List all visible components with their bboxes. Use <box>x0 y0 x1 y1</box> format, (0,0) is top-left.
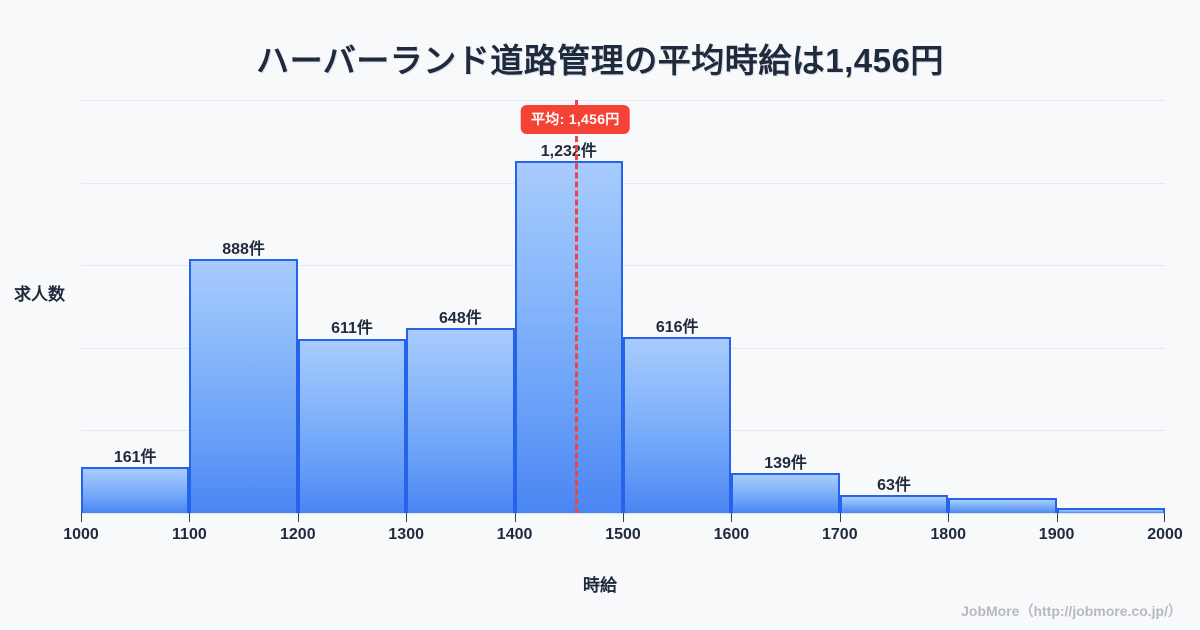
x-axis-tick-label: 2000 <box>1147 526 1183 543</box>
bar[interactable] <box>81 467 190 513</box>
x-axis-label: 時給 <box>583 576 617 595</box>
bar-value-label: 63件 <box>877 477 911 494</box>
x-axis-tick <box>1056 513 1058 522</box>
bar[interactable] <box>297 338 407 513</box>
x-axis-tick-label: 1700 <box>822 526 858 543</box>
bar[interactable] <box>406 327 515 513</box>
x-axis-tick <box>731 513 733 522</box>
x-axis-tick <box>81 513 82 522</box>
x-axis-tick-label: 1200 <box>280 526 316 543</box>
watermark: JobMore（http://jobmore.co.jp/） <box>961 603 1182 619</box>
x-axis-tick <box>514 513 516 522</box>
bar[interactable] <box>839 495 949 513</box>
bar[interactable] <box>731 473 840 513</box>
x-axis-tick-label: 1400 <box>496 526 533 543</box>
bar-value-label: 616件 <box>655 319 699 337</box>
x-axis-tick <box>839 513 841 522</box>
bar-value-label: 648件 <box>439 309 482 327</box>
x-axis-tick-label: 1300 <box>388 526 424 543</box>
average-badge: 平均: 1,456円 <box>521 105 630 134</box>
bar-value-label: 161件 <box>113 449 157 467</box>
x-axis-tick-label: 1100 <box>172 526 207 543</box>
x-axis-tick-label: 1800 <box>930 526 966 543</box>
x-axis-tick-label: 1500 <box>605 526 641 543</box>
bar-value-label: 611件 <box>331 320 373 338</box>
gridline <box>81 265 1165 267</box>
page-title: ハーバーランド道路管理の平均時給は1,456円 <box>256 42 944 79</box>
x-axis-tick <box>948 513 950 522</box>
x-axis-tick <box>1164 513 1165 522</box>
bar-value-label: 888件 <box>222 241 265 259</box>
bar[interactable] <box>623 337 732 513</box>
bar[interactable] <box>1056 507 1165 513</box>
x-axis-tick-label: 1000 <box>63 526 99 543</box>
bar[interactable] <box>189 259 298 513</box>
x-axis-tick <box>406 513 408 522</box>
bar[interactable] <box>514 161 623 513</box>
x-axis-tick <box>623 513 624 522</box>
average-line <box>575 100 579 513</box>
bar[interactable] <box>948 498 1057 513</box>
x-axis-tick <box>189 513 191 522</box>
bar-value-label: 139件 <box>764 455 807 473</box>
plot-area: 161件 888件 611件 648件 1,232件 616件 139件 63件 1000 11… <box>63 100 1183 543</box>
gridline <box>81 182 1165 184</box>
x-axis-tick-label: 1900 <box>1038 526 1075 543</box>
x-axis-tick-label: 1600 <box>713 526 750 543</box>
bar-value-label: 1,232件 <box>540 143 597 161</box>
y-axis-label: 求人数 <box>14 285 65 304</box>
gridline <box>81 100 1165 101</box>
x-axis-tick <box>297 513 299 522</box>
